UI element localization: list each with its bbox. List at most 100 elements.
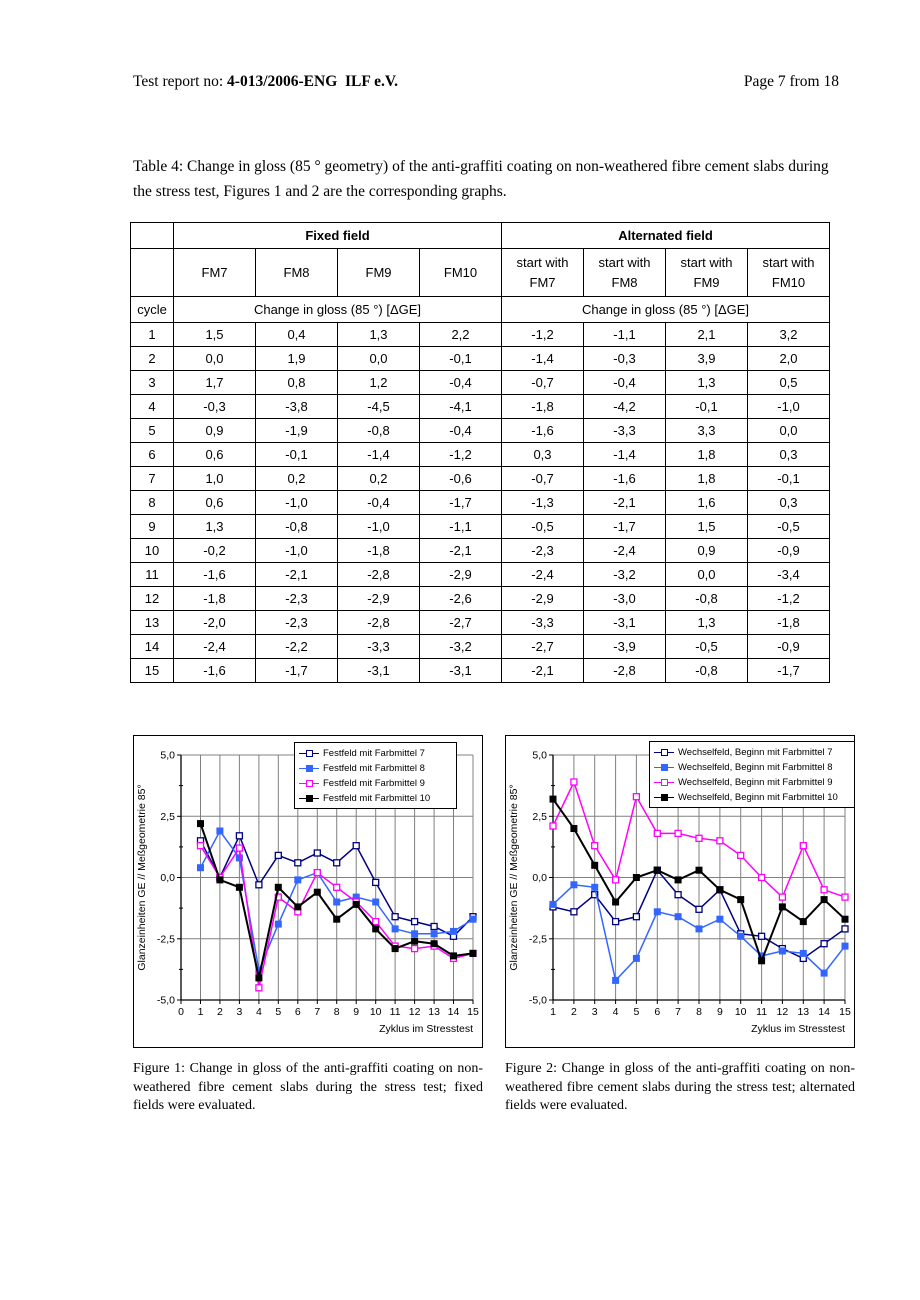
data-marker (674, 876, 682, 884)
value-cell: -0,8 (665, 586, 748, 611)
data-marker (411, 930, 419, 938)
data-marker (799, 949, 807, 957)
value-cell: -3,8 (255, 394, 338, 419)
value-cell: 0,6 (173, 490, 256, 515)
value-cell: -0,4 (419, 370, 502, 395)
value-cell: -1,4 (501, 346, 584, 371)
data-marker (820, 886, 828, 894)
data-marker (632, 954, 640, 962)
value-cell: -3,1 (419, 658, 502, 683)
data-marker (450, 952, 457, 960)
data-marker (235, 844, 244, 852)
legend-item: Wechselfeld, Beginn mit Farbmittel 9 (654, 775, 851, 790)
data-marker (430, 940, 438, 948)
table-row: 12 -1,8 -2,3 -2,9 -2,6 -2,9 -3,0 -0,8 -1,2 (130, 586, 830, 611)
legend-label: Wechselfeld, Beginn mit Farbmittel 10 (678, 792, 838, 803)
data-marker (632, 913, 641, 921)
col-header-fm7: FM7 (173, 248, 256, 297)
value-cell: -3,9 (583, 634, 666, 659)
value-cell: 1,3 (173, 514, 256, 539)
value-cell: -1,9 (255, 418, 338, 443)
alternated-field-header: Alternated field (501, 222, 830, 249)
value-cell: -0,2 (173, 538, 256, 563)
value-cell: -1,3 (501, 490, 584, 515)
x-tick-label: 7 (675, 1006, 681, 1018)
data-marker (352, 900, 360, 908)
y-tick-label: 2,5 (160, 811, 175, 823)
value-cell: -0,9 (747, 538, 830, 563)
cycle-cell: 4 (130, 394, 174, 419)
value-cell: -0,1 (255, 442, 338, 467)
value-cell: -0,5 (747, 514, 830, 539)
value-cell: -0,7 (501, 466, 584, 491)
value-cell: 2,1 (665, 322, 748, 347)
x-tick-label: 10 (370, 1006, 382, 1018)
figure-2-legend: Wechselfeld, Beginn mit Farbmittel 7 Wech… (649, 741, 855, 808)
y-tick-label: -5,0 (157, 995, 175, 1007)
value-cell: -1,2 (419, 442, 502, 467)
data-marker (591, 883, 599, 891)
data-marker (294, 903, 302, 911)
data-marker (591, 891, 599, 899)
table-row: 14 -2,4 -2,2 -3,3 -3,2 -2,7 -3,9 -0,5 -0,9 (130, 634, 830, 659)
data-marker (255, 984, 263, 992)
value-cell: -0,8 (665, 658, 748, 683)
value-cell: -2,4 (583, 538, 666, 563)
data-marker (430, 922, 438, 931)
data-marker (820, 969, 828, 977)
group-header-row: Fixed field Alternated field (130, 222, 830, 249)
value-cell: -2,0 (173, 610, 256, 635)
data-marker (294, 876, 302, 884)
value-cell: -2,7 (501, 634, 584, 659)
data-marker (737, 896, 745, 904)
data-marker (570, 778, 578, 786)
data-marker (216, 876, 224, 884)
data-marker (235, 883, 243, 891)
data-marker (410, 917, 419, 926)
fixed-subheader: Change in gloss (85 °) [ΔGE] (173, 296, 502, 323)
x-tick-label: 12 (777, 1006, 789, 1018)
figure-2: 5,0 2,5 0,0 -2,5 -5,0 1 2 3 4 5 6 7 8 9 10 11 12 13 14 15 Zy… (505, 735, 855, 1116)
x-axis-title: Zyklus im Stresstest (751, 1023, 845, 1035)
legend-label: Wechselfeld, Beginn mit Farbmittel 9 (678, 777, 833, 788)
x-tick-label: 1 (550, 1006, 556, 1018)
value-cell: -0,4 (583, 370, 666, 395)
x-tick-label: 8 (334, 1006, 340, 1018)
figure-2-plot: 5,02,50,0-2,5-5,01 2 3 4 5 6 7 8 9 10 11 12 13 14 15Zy… (508, 750, 851, 1036)
value-cell: -1,7 (747, 658, 830, 683)
x-tick-label: 0 (178, 1006, 184, 1018)
table-row: 4 -0,3 -3,8 -4,5 -4,1 -1,8 -4,2 -0,1 -1,0 (130, 394, 830, 419)
data-marker (235, 854, 243, 862)
data-marker (274, 883, 282, 891)
legend-item: Festfeld mit Farbmittel 10 (299, 791, 453, 806)
legend-label: Festfeld mit Farbmittel 10 (323, 793, 431, 804)
value-cell: -1,7 (255, 658, 338, 683)
y-tick-label: 0,0 (532, 872, 547, 884)
y-tick-label: -2,5 (529, 933, 547, 945)
data-marker (549, 900, 557, 908)
value-cell: -4,2 (583, 394, 666, 419)
value-cell: 0,2 (337, 466, 420, 491)
value-cell: -2,1 (583, 490, 666, 515)
value-cell: 0,3 (747, 490, 830, 515)
legend-sample-icon (654, 763, 674, 772)
value-cell: -0,4 (337, 490, 420, 515)
data-marker (450, 927, 457, 935)
data-marker (632, 874, 640, 881)
value-cell: -1,8 (501, 394, 584, 419)
y-tick-label: -5,0 (529, 995, 547, 1007)
x-tick-label: 6 (654, 1006, 660, 1018)
legend-sample-icon (299, 779, 319, 788)
x-tick-label: 2 (571, 1006, 577, 1018)
table-row: 11 -1,6 -2,1 -2,8 -2,9 -2,4 -3,2 0,0 -3,4 (130, 562, 830, 587)
value-cell: 1,6 (665, 490, 748, 515)
legend-item: Festfeld mit Farbmittel 7 (299, 746, 453, 761)
data-marker (333, 883, 341, 891)
data-marker (372, 917, 380, 926)
data-marker (372, 925, 380, 933)
y-tick-label: 2,5 (532, 811, 547, 823)
value-cell: 2,0 (747, 346, 830, 371)
x-tick-label: 3 (592, 1006, 598, 1018)
data-marker (653, 908, 661, 916)
data-marker (695, 925, 703, 933)
